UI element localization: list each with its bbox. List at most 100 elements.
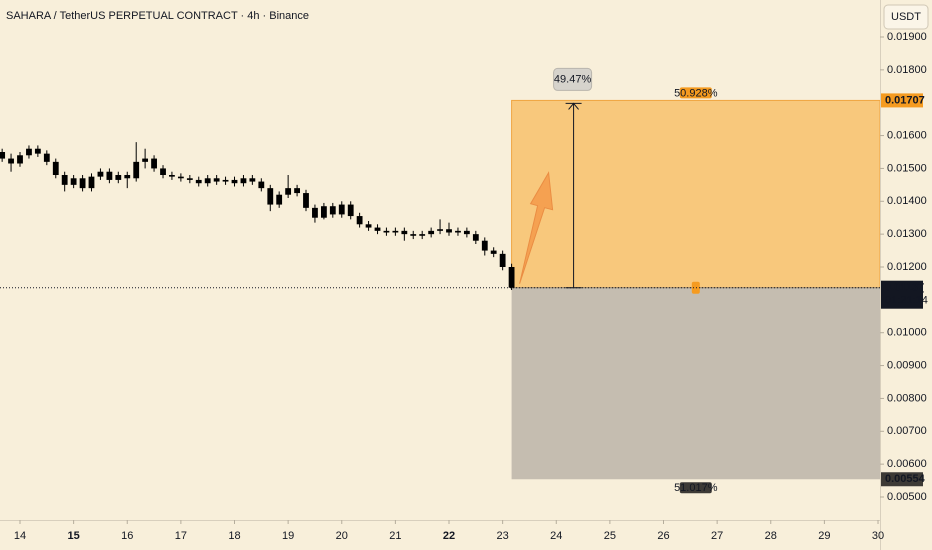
current-price-label-box (881, 280, 923, 309)
trend-arrow (519, 171, 554, 284)
x-tick-label: 20 (336, 530, 348, 542)
candle-body (151, 158, 157, 169)
candle-body (365, 224, 372, 228)
candle-body (160, 168, 166, 175)
y-tick-label: 0.00900 (887, 359, 927, 371)
y-tick-label: 0.00600 (887, 458, 927, 470)
candle-body (133, 161, 140, 179)
candle-body (481, 240, 488, 251)
candle-body (437, 229, 443, 231)
candle-body (320, 206, 327, 218)
candle-body (204, 178, 211, 184)
candle-body (222, 179, 229, 182)
candle-body (258, 181, 265, 189)
y-tick-label: 0.01000 (887, 327, 927, 339)
x-tick-label: 24 (550, 530, 562, 542)
y-tick-label: 0.00700 (887, 425, 927, 437)
candle-body (52, 161, 59, 175)
candle-body (61, 174, 68, 185)
candle-body (508, 266, 515, 288)
x-tick-label: 23 (497, 530, 509, 542)
candle-body (43, 153, 50, 162)
candle-body (285, 188, 292, 195)
x-tick-label: 30 (872, 530, 884, 542)
x-tick-label: 28 (765, 530, 777, 542)
x-tick-label: 25 (604, 530, 616, 542)
candle-body (34, 148, 41, 154)
candle-body (276, 194, 283, 205)
measure-label: 49.47% (554, 73, 592, 85)
y-tick-label: 0.01200 (887, 261, 927, 273)
candle-body (428, 230, 435, 235)
candle-body (142, 158, 149, 162)
target-price-label: 0.01707 (885, 94, 925, 106)
candle-body (410, 234, 417, 236)
candle-body (383, 230, 390, 233)
candle-body (186, 178, 193, 180)
x-tick-label: 27 (711, 530, 723, 542)
candle-body (455, 230, 461, 233)
x-tick-label: 15 (68, 530, 80, 542)
candle-body (231, 179, 238, 184)
candle-body (177, 176, 184, 179)
candle-body (303, 193, 309, 208)
candle-body (463, 230, 470, 235)
stop-price-label: 0.00554 (885, 473, 926, 485)
measure-label-box (553, 67, 593, 91)
candle-body (472, 234, 479, 241)
stop-label-box (679, 482, 712, 494)
unit-label: USDT (891, 11, 921, 23)
entry-handle[interactable] (691, 281, 700, 294)
candle-body (169, 174, 175, 177)
candle-body (499, 253, 506, 267)
target-label-box (679, 87, 712, 99)
unit-badge[interactable] (883, 4, 929, 30)
candle-body (329, 206, 336, 215)
chart-title: SAHARA / TetherUS PERPETUAL CONTRACT · 4… (6, 10, 309, 22)
x-tick-label: 21 (389, 530, 401, 542)
stop-price-label-box (881, 472, 923, 487)
candle-body (106, 171, 113, 180)
target-label: 50.928% (674, 87, 718, 99)
candle-body (356, 216, 363, 225)
candle-body (26, 148, 32, 156)
candle-body (213, 178, 220, 182)
countdown-label: 01:21:14 (885, 295, 928, 307)
x-tick-label: 19 (282, 530, 294, 542)
x-tick-label: 16 (121, 530, 133, 542)
y-tick-label: 0.01400 (887, 195, 927, 207)
current-price-label: 0.01137 (885, 282, 924, 294)
candle-body (115, 174, 122, 180)
measure-arrowhead (568, 102, 579, 110)
candle-body (338, 204, 345, 215)
x-tick-label: 29 (818, 530, 830, 542)
y-tick-label: 0.01500 (887, 162, 927, 174)
candle-body (70, 178, 77, 185)
x-tick-label: 26 (657, 530, 669, 542)
candle-body (490, 250, 497, 254)
candle-body (446, 229, 452, 233)
plot-area: 49.47% 50.928% 51.017% (0, 67, 881, 494)
candle-body (347, 204, 354, 217)
stop-label: 51.017% (674, 482, 718, 494)
y-tick-label: 0.01600 (887, 129, 927, 141)
x-tick-label: 17 (175, 530, 187, 542)
x-tick-label: 14 (14, 530, 26, 542)
y-tick-label: 0.00500 (887, 491, 927, 503)
candle-body (312, 207, 318, 218)
candle-body (294, 188, 300, 194)
candle-body (419, 234, 426, 236)
candle-body (97, 171, 104, 177)
candle-body (124, 174, 131, 179)
y-tick-label: 0.00800 (887, 392, 927, 404)
x-tick-label: 18 (228, 530, 240, 542)
candle-body (374, 227, 381, 231)
candle-body (0, 151, 6, 159)
candle-body (17, 155, 23, 164)
candle-body (8, 158, 14, 164)
candle-body (392, 230, 399, 233)
stop-zone (511, 287, 880, 480)
candle-body (267, 188, 274, 205)
target-price-label-box (881, 93, 923, 108)
